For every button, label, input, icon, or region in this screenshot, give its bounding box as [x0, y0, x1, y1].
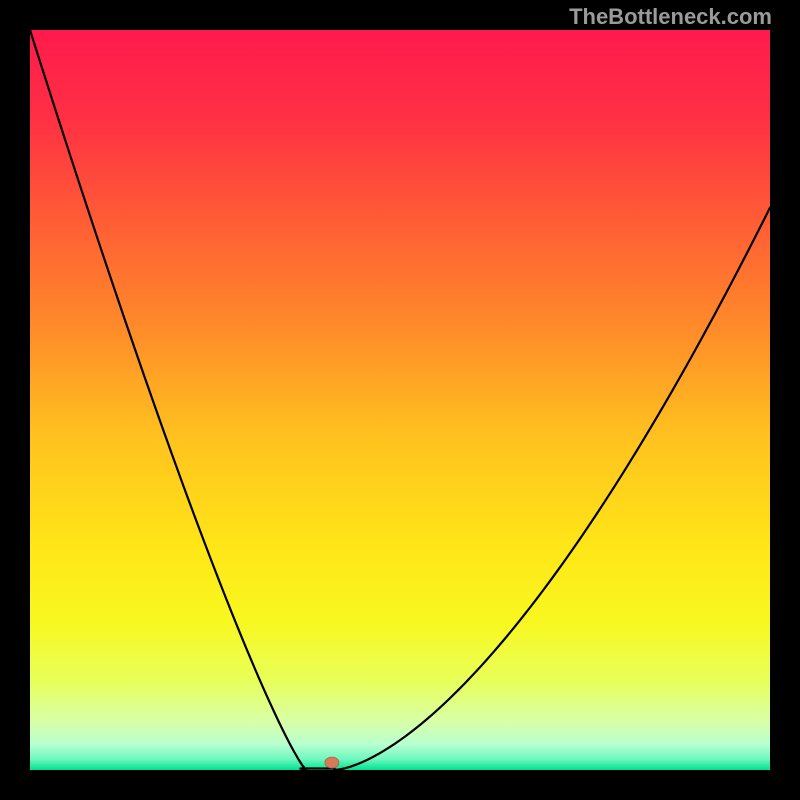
chart-container: TheBottleneck.com — [0, 0, 800, 800]
chart-svg — [0, 0, 800, 800]
watermark-text: TheBottleneck.com — [569, 4, 772, 30]
bottleneck-curve — [30, 30, 770, 770]
valley-marker — [325, 757, 339, 768]
